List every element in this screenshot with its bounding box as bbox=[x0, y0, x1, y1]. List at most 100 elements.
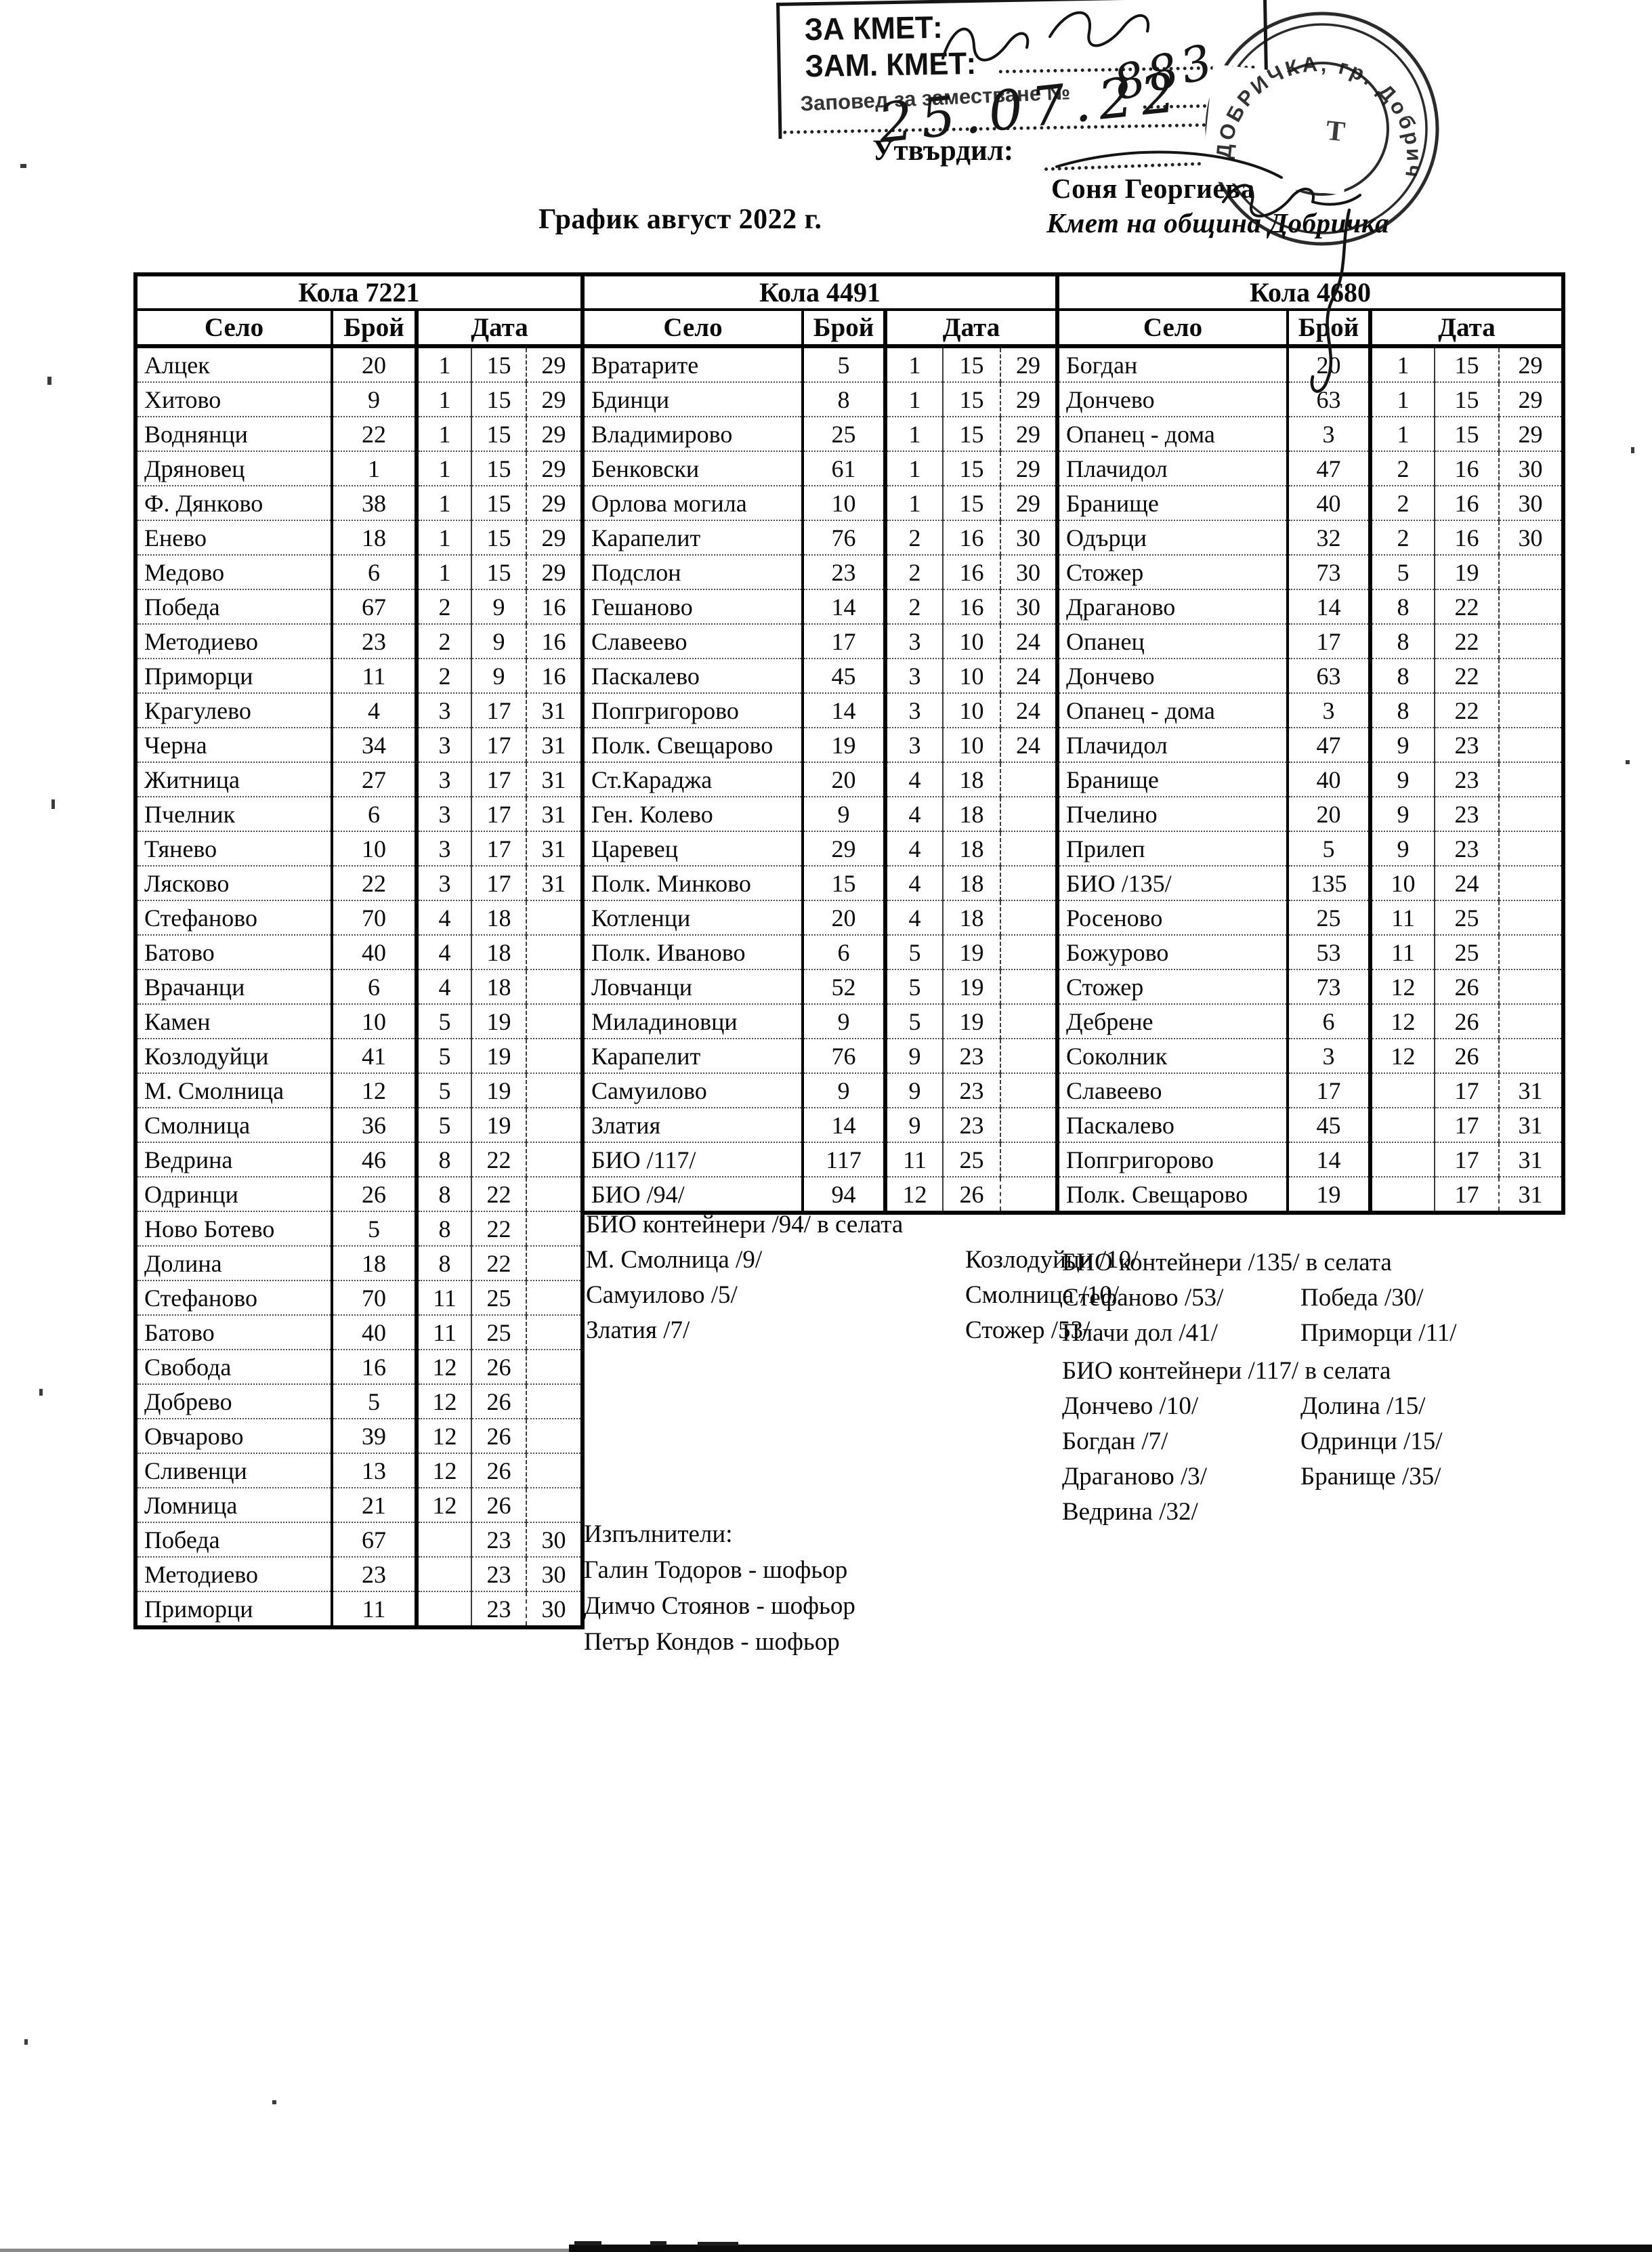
bio-note-item: М. Смолница /9/ bbox=[586, 1246, 763, 1274]
date-cell: 1 bbox=[417, 554, 472, 589]
date-cell: 30 bbox=[1000, 589, 1057, 624]
table-row: Драганово 14 8 22 bbox=[1057, 589, 1563, 624]
date-cell bbox=[1499, 692, 1563, 728]
village-cell: Ст.Караджа bbox=[583, 762, 804, 797]
date-cell bbox=[417, 1556, 472, 1591]
date-cell: 29 bbox=[1000, 416, 1057, 451]
date-cell: 29 bbox=[1499, 416, 1563, 451]
date-cell: 29 bbox=[1000, 485, 1057, 520]
village-cell: Овчарово bbox=[135, 1418, 333, 1453]
bio-note-item: Стожер /53/ bbox=[965, 1316, 1090, 1344]
date-cell: 15 bbox=[943, 346, 1001, 382]
date-cell bbox=[526, 1383, 583, 1419]
table-row: Стефаново 70 4 18 bbox=[135, 900, 583, 935]
table-row: Самуилово 9 9 23 bbox=[583, 1072, 1057, 1108]
date-cell: 25 bbox=[1435, 934, 1500, 969]
date-cell: 1 bbox=[885, 451, 944, 486]
village-cell: Плачидол bbox=[1057, 727, 1289, 762]
date-cell: 26 bbox=[471, 1349, 527, 1384]
date-cell: 3 bbox=[417, 796, 472, 831]
village-cell: Бенковски bbox=[583, 451, 804, 486]
count-cell: 70 bbox=[332, 900, 419, 935]
date-cell: 22 bbox=[1435, 623, 1500, 659]
approve-label: Утвърдил: bbox=[872, 135, 1014, 167]
date-cell: 30 bbox=[1000, 554, 1057, 589]
date-cell bbox=[1000, 762, 1057, 797]
date-cell: 1 bbox=[885, 416, 944, 451]
date-cell: 18 bbox=[471, 934, 527, 969]
count-cell: 11 bbox=[332, 1591, 419, 1627]
date-cell bbox=[1000, 1003, 1057, 1039]
date-cell: 19 bbox=[471, 1003, 527, 1039]
date-cell: 2 bbox=[885, 520, 944, 555]
village-cell: Тянево bbox=[135, 831, 333, 866]
date-cell: 15 bbox=[1435, 346, 1500, 382]
count-cell: 14 bbox=[1288, 1142, 1372, 1177]
table-row: Гешаново 14 2 16 30 bbox=[583, 589, 1057, 624]
date-cell: 17 bbox=[471, 831, 527, 866]
village-cell: Бранище bbox=[1057, 762, 1289, 797]
village-cell: Батово bbox=[135, 934, 333, 969]
village-cell: Ломница bbox=[135, 1487, 333, 1522]
village-cell: Богдан bbox=[1057, 346, 1289, 382]
count-cell: 61 bbox=[803, 451, 887, 486]
count-cell: 10 bbox=[332, 831, 419, 866]
date-cell: 18 bbox=[943, 762, 1001, 797]
date-cell: 29 bbox=[1499, 346, 1563, 382]
village-cell: Стефаново bbox=[135, 900, 333, 935]
count-cell: 73 bbox=[1288, 554, 1372, 589]
count-cell: 15 bbox=[803, 865, 887, 900]
date-cell bbox=[1499, 969, 1563, 1004]
date-cell: 30 bbox=[526, 1522, 583, 1557]
schedule-table: Кола 4680 Село Брой Дата Богдан 20 1 15 29 Дончев… bbox=[1055, 272, 1565, 1215]
table-title: Кола 4491 bbox=[583, 274, 1057, 311]
table-row: Добрево 5 12 26 bbox=[135, 1383, 583, 1419]
date-cell: 8 bbox=[1370, 692, 1435, 728]
date-cell: 1 bbox=[417, 451, 472, 486]
date-cell: 16 bbox=[1435, 485, 1500, 520]
village-cell: Прилеп bbox=[1057, 831, 1289, 866]
village-cell: Дончево bbox=[1057, 381, 1289, 417]
table-row: Бенковски 61 1 15 29 bbox=[583, 451, 1057, 486]
village-cell: Дончево bbox=[1057, 658, 1289, 693]
date-cell bbox=[1499, 727, 1563, 762]
date-cell: 25 bbox=[471, 1280, 527, 1315]
count-cell: 70 bbox=[332, 1280, 419, 1315]
table-row: Житница 27 3 17 31 bbox=[135, 762, 583, 797]
count-cell: 40 bbox=[332, 1314, 419, 1350]
table-row: Полк. Свещарово 19 3 10 24 bbox=[583, 727, 1057, 762]
table-row: Ф. Дянково 38 1 15 29 bbox=[135, 485, 583, 520]
date-cell: 26 bbox=[471, 1418, 527, 1453]
date-cell bbox=[526, 934, 583, 969]
date-cell: 31 bbox=[1499, 1142, 1563, 1177]
count-cell: 29 bbox=[803, 831, 887, 866]
date-cell bbox=[1000, 1176, 1057, 1213]
table-row: Карапелит 76 9 23 bbox=[583, 1038, 1057, 1073]
date-cell: 29 bbox=[526, 346, 583, 382]
table-row: Опанец - дома 3 1 15 29 bbox=[1057, 416, 1563, 451]
count-cell: 11 bbox=[332, 658, 419, 693]
count-cell: 23 bbox=[332, 1556, 419, 1591]
page-title: График август 2022 г. bbox=[538, 204, 822, 235]
date-cell: 22 bbox=[471, 1245, 527, 1280]
count-cell: 19 bbox=[1288, 1176, 1372, 1213]
date-cell: 16 bbox=[943, 554, 1001, 589]
date-cell: 18 bbox=[943, 865, 1001, 900]
count-cell: 41 bbox=[332, 1038, 419, 1073]
count-cell: 14 bbox=[803, 1107, 887, 1142]
count-cell: 40 bbox=[332, 934, 419, 969]
date-cell: 17 bbox=[471, 796, 527, 831]
village-cell: Славеево bbox=[1057, 1072, 1289, 1108]
date-cell: 2 bbox=[417, 658, 472, 693]
date-cell: 24 bbox=[1000, 658, 1057, 693]
handwritten-date: 25.07.22 bbox=[874, 60, 1186, 155]
date-cell: 17 bbox=[1435, 1107, 1500, 1142]
date-cell bbox=[1499, 623, 1563, 659]
village-cell: Опанец - дома bbox=[1057, 416, 1289, 451]
bio-note-row: Богдан /7/Одринци /15/ bbox=[1062, 1424, 1443, 1459]
date-cell: 11 bbox=[1370, 900, 1435, 935]
count-cell: 76 bbox=[803, 520, 887, 555]
village-cell: Полк. Иваново bbox=[583, 934, 804, 969]
village-cell: Попгригорово bbox=[583, 692, 804, 728]
date-cell bbox=[526, 1142, 583, 1177]
